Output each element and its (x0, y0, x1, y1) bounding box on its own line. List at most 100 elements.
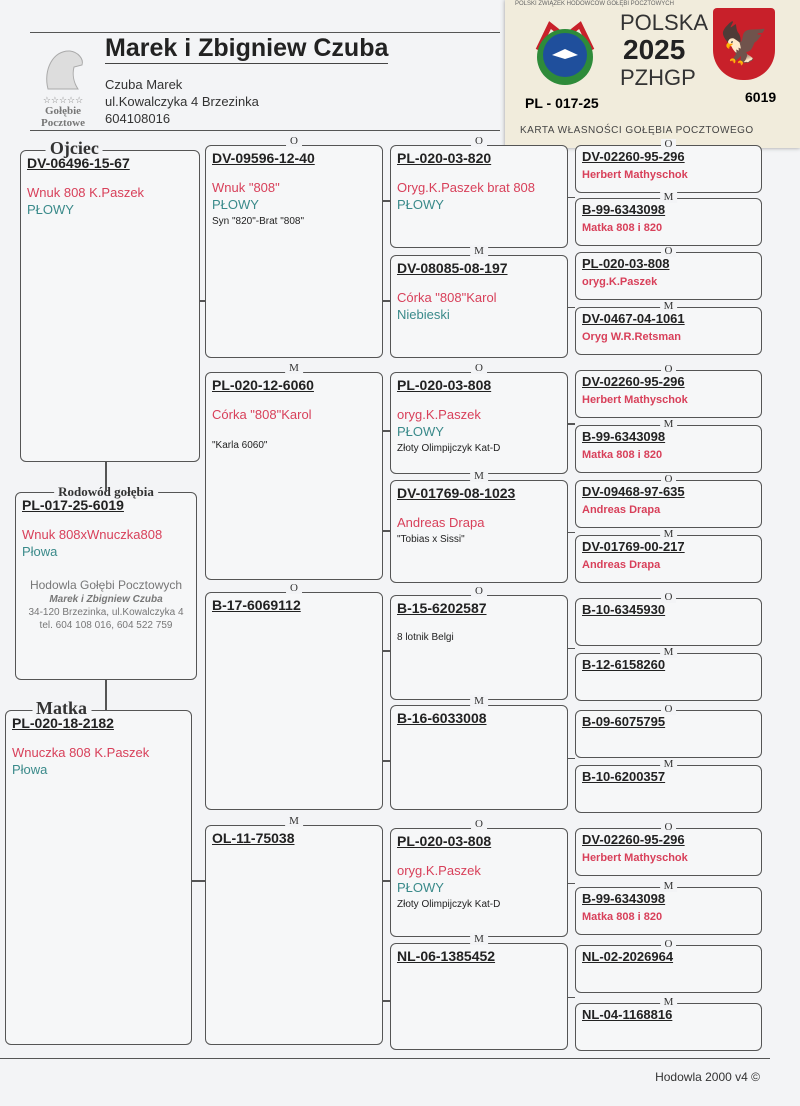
connector-line (105, 680, 107, 710)
connector-line (200, 300, 205, 302)
ring-number: PL-020-03-820 (397, 150, 492, 166)
pigeon-color: PŁOWY (397, 424, 444, 439)
generation-label: O (660, 364, 677, 375)
pigeon-name: Oryg W.R.Retsman (582, 331, 682, 343)
logo-text: Gołębie Pocztowe (41, 105, 85, 129)
great-great-grandparent-box[interactable]: M B-99-6343098 Matka 808 i 820 (575, 192, 762, 246)
connector-line (383, 1000, 390, 1002)
ring-number: B-10-6345930 (582, 602, 666, 617)
ring-number: DV-09596-12-40 (212, 150, 315, 166)
great-great-grandparent-box[interactable]: M B-99-6343098 Matka 808 i 820 (575, 881, 762, 935)
great-great-grandparent-box[interactable]: M NL-04-1168816 (575, 997, 762, 1051)
ring-number: OL-11-75038 (212, 830, 295, 846)
grandparent-box[interactable]: O B-17-6069112 (205, 582, 383, 810)
great-great-grandparent-box[interactable]: O NL-02-2026964 (575, 939, 762, 993)
pigeon-name: Herbert Mathyschok (582, 394, 688, 406)
top-rule (30, 32, 500, 33)
mother-box[interactable]: Matka PL-020-18-2182 Wnuczka 808 K.Paszek P… (5, 698, 192, 1045)
great-grandparent-box[interactable]: M NL-06-1385452 (390, 933, 568, 1050)
subject-box[interactable]: Rodowód gołębia PL-017-25-6019 Wnuk 808xWn… (15, 484, 197, 680)
great-great-grandparent-box[interactable]: M B-10-6200357 (575, 759, 762, 813)
ring-number: B-16-6033008 (397, 710, 487, 726)
pigeon-color: PŁOWY (27, 202, 74, 217)
great-great-grandparent-box[interactable]: M B-99-6343098 Matka 808 i 820 (575, 419, 762, 473)
generation-label: M (659, 301, 678, 312)
breeder-info-line: 34-120 Brzezinka, ul.Kowalczyka 4 (28, 607, 184, 618)
ring-number: PL-020-03-808 (397, 833, 492, 849)
ring-number: DV-02260-95-296 (582, 374, 685, 389)
generation-label: M (470, 933, 488, 945)
pigeon-name: Matka 808 i 820 (582, 911, 663, 923)
polish-eagle-emblem: 🦅 (713, 8, 775, 80)
grandparent-box[interactable]: M OL-11-75038 (205, 815, 383, 1045)
ring-number: PL-020-12-6060 (212, 377, 314, 393)
ring-number: DV-01769-08-1023 (397, 485, 516, 501)
great-great-grandparent-box[interactable]: O B-09-6075795 (575, 704, 762, 758)
pigeon-small: Złoty Olimpijczyk Kat-D (397, 899, 501, 910)
great-grandparent-box[interactable]: O PL-020-03-808 oryg.K.Paszek PŁOWY Złoty Ol… (390, 818, 568, 937)
ring-number: DV-02260-95-296 (582, 149, 685, 164)
ring-number: DV-01769-00-217 (582, 539, 685, 554)
great-great-grandparent-box[interactable]: O DV-09468-97-635 Andreas Drapa (575, 474, 762, 528)
ownership-card: POLSKI ZWIĄZEK HODOWCÓW GOŁĘBI POCZTOWYC… (505, 0, 800, 148)
great-grandparent-box[interactable]: M DV-01769-08-1023 Andreas Drapa "Tobias x … (390, 470, 568, 583)
generation-label: M (285, 815, 303, 827)
father-box[interactable]: Ojciec DV-06496-15-67 Wnuk 808 K.Paszek PŁO… (20, 138, 200, 462)
ring-number: B-10-6200357 (582, 769, 666, 784)
great-grandparent-box[interactable]: O PL-020-03-808 oryg.K.Paszek PŁOWY Złoty Ol… (390, 362, 568, 474)
great-grandparent-box[interactable]: M B-16-6033008 (390, 695, 568, 810)
ring-number: DV-02260-95-296 (582, 832, 685, 847)
pigeon-color: Płowa (22, 544, 58, 559)
great-grandparent-box[interactable]: O PL-020-03-820 Oryg.K.Paszek brat 808 PŁOW… (390, 135, 568, 248)
pigeon-name: Matka 808 i 820 (582, 222, 663, 234)
connector-line (568, 196, 575, 198)
generation-label: O (286, 582, 302, 594)
pigeon-color: Niebieski (397, 307, 450, 322)
owner-name: Czuba Marek (105, 77, 183, 92)
generation-label: M (659, 529, 678, 540)
pigeon-color: Płowa (12, 762, 48, 777)
great-great-grandparent-box[interactable]: O B-10-6345930 (575, 592, 762, 646)
stars-icon: ☆☆☆☆☆ (42, 95, 84, 105)
pigeon-name: Wnuk 808 K.Paszek (27, 185, 145, 200)
great-great-grandparent-box[interactable]: M B-12-6158260 (575, 647, 762, 701)
pigeon-name: Herbert Mathyschok (582, 169, 688, 181)
generation-label: M (470, 245, 488, 257)
generation-label: O (471, 818, 487, 830)
breeder-info-line: Hodowla Gołębi Pocztowych (29, 578, 183, 592)
grandparent-box[interactable]: O DV-09596-12-40 Wnuk "808" PŁOWY Syn "820"-… (205, 135, 383, 358)
ring-number: B-99-6343098 (582, 202, 666, 217)
great-great-grandparent-box[interactable]: M DV-0467-04-1061 Oryg W.R.Retsman (575, 301, 762, 355)
great-great-grandparent-box[interactable]: O PL-020-03-808 oryg.K.Paszek (575, 246, 762, 300)
great-great-grandparent-box[interactable]: O DV-02260-95-296 Herbert Mathyschok (575, 139, 762, 193)
ring-number: B-99-6343098 (582, 891, 666, 906)
footer-rule (0, 1058, 770, 1059)
grandparent-box[interactable]: M PL-020-12-6060 Córka "808"Karol "Karla 60… (205, 362, 383, 580)
ring-number: PL-020-03-808 (397, 377, 492, 393)
generation-label: M (659, 192, 678, 203)
great-great-grandparent-box[interactable]: O DV-02260-95-296 Herbert Mathyschok (575, 364, 762, 418)
great-grandparent-box[interactable]: O B-15-6202587 8 lotnik Belgi (390, 585, 568, 700)
pigeon-small: 8 lotnik Belgi (397, 632, 454, 643)
pigeon-name: Herbert Mathyschok (582, 852, 688, 864)
pigeon-name: Córka "808"Karol (212, 407, 312, 422)
pigeon-name: Wnuczka 808 K.Paszek (12, 745, 150, 760)
great-great-grandparent-box[interactable]: O DV-02260-95-296 Herbert Mathyschok (575, 822, 762, 876)
great-grandparent-box[interactable]: M DV-08085-08-197 Córka "808"Karol Niebiesk… (390, 245, 568, 358)
pigeon-name: oryg.K.Paszek (397, 407, 481, 422)
connector-line (568, 882, 575, 884)
great-great-grandparent-box[interactable]: M DV-01769-00-217 Andreas Drapa (575, 529, 762, 583)
card-country: POLSKA (620, 10, 709, 35)
pigeon-name: Andreas Drapa (397, 515, 485, 530)
pigeon-small (212, 423, 376, 437)
pigeon-name: Andreas Drapa (582, 559, 661, 571)
breeder-info-line: Marek i Zbigniew Czuba (49, 594, 163, 605)
generation-label: O (660, 939, 677, 950)
connector-line (105, 462, 107, 492)
generation-label: M (659, 759, 678, 770)
pigeon-small: Złoty Olimpijczyk Kat-D (397, 443, 501, 454)
pigeon-name: Wnuk "808" (212, 180, 280, 195)
generation-label: O (660, 704, 677, 715)
ring-number: NL-02-2026964 (582, 949, 674, 964)
header-rule (30, 130, 500, 131)
